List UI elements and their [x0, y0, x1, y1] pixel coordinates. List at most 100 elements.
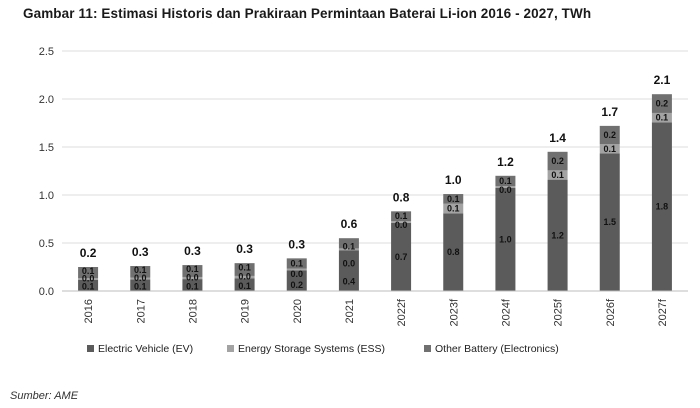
bar-segment-ess [78, 278, 99, 280]
bar-segment-ev [78, 279, 99, 291]
x-tick-label: 2025f [553, 298, 565, 326]
total-label: 0.8 [393, 190, 410, 204]
bar-segment-ev [391, 222, 412, 291]
segment-label-ess: 0.1 [447, 204, 460, 214]
segment-label-ess: 0.0 [343, 259, 356, 269]
x-tick-label: 2022f [396, 298, 408, 326]
bar-segment-ess [234, 275, 255, 279]
segment-label-ev: 0.8 [447, 247, 460, 257]
x-tick-label: 2024f [500, 298, 512, 326]
bar-segment-ess [286, 268, 307, 271]
source-note: Sumber: AME [10, 390, 79, 402]
bar-segment-ev [651, 122, 672, 291]
segment-label-ev: 1.5 [603, 217, 616, 227]
total-label: 1.2 [497, 155, 514, 169]
bar-segment-ev [338, 250, 359, 291]
x-axis: 2016 2017 2018 2019 2020 2021 2022f 2023f 2024f 2… [62, 290, 688, 327]
x-tick-label: 2016 [83, 299, 95, 323]
legend: Electric Vehicle (EV) Energy Storage Syst… [87, 343, 559, 355]
segment-label-other: 0.1 [238, 263, 251, 273]
bar-segment-ess [547, 170, 568, 180]
bar-segment-ev [599, 153, 620, 291]
bar-segment-ess [391, 221, 412, 223]
bar-segment-ev [234, 278, 255, 291]
x-tick-label: 2017 [135, 299, 147, 323]
bar-segment-other [182, 265, 203, 277]
legend-swatch [87, 345, 94, 352]
total-label: 0.3 [288, 237, 305, 251]
y-tick-label: 1.5 [39, 142, 54, 154]
segment-label-other: 0.1 [134, 265, 147, 275]
segment-label-ev: 0.1 [238, 281, 251, 291]
bar-segment-ess [130, 277, 151, 280]
legend-label: Electric Vehicle (EV) [98, 343, 193, 355]
segment-label-ess: 0.1 [656, 113, 669, 123]
x-tick-label: 2027f [657, 298, 669, 326]
bar-segment-ev [495, 187, 516, 291]
x-tick-label: 2021 [344, 299, 356, 323]
segment-label-other: 0.2 [656, 99, 669, 109]
segment-label-ev: 0.1 [82, 282, 95, 292]
segment-label-ess: 0.0 [238, 272, 251, 282]
total-label: 1.0 [445, 173, 462, 187]
segment-label-ev: 0.7 [395, 252, 408, 262]
legend-swatch [424, 345, 431, 352]
total-label: 0.3 [236, 242, 253, 256]
y-tick-label: 2.5 [39, 46, 54, 58]
total-label: 1.7 [601, 105, 618, 119]
segment-label-ev: 1.8 [656, 202, 669, 212]
bar-segment-other [78, 267, 99, 279]
segment-label-other: 0.1 [447, 194, 460, 204]
segment-label-ess: 0.0 [82, 274, 95, 284]
total-label: 2.1 [654, 73, 671, 87]
x-tick-label: 2019 [240, 299, 252, 323]
bar-segment-ev [547, 179, 568, 291]
segment-label-ev: 1.2 [551, 230, 564, 240]
y-axis: 0.0 0.5 1.0 1.5 2.0 2.5 [39, 46, 54, 298]
segment-label-ev: 0.2 [290, 280, 303, 290]
bar-segment-ess [599, 144, 620, 154]
segment-label-other: 0.1 [343, 242, 356, 252]
bar-segment-other [286, 258, 307, 269]
chart-title: Gambar 11: Estimasi Historis dan Prakira… [23, 6, 592, 21]
segment-label-other: 0.1 [186, 264, 199, 274]
bar-segment-other [234, 263, 255, 276]
segment-label-ess: 0.1 [603, 144, 616, 154]
segment-label-other: 0.1 [499, 176, 512, 186]
bars: 0.10.00.10.20.10.00.10.30.10.00.10.30.10… [78, 73, 672, 292]
segment-label-other: 0.2 [603, 130, 616, 140]
total-label: 0.2 [80, 246, 97, 260]
x-tick-label: 2018 [187, 299, 199, 323]
legend-label: Other Battery (Electronics) [435, 343, 559, 355]
total-label: 0.3 [184, 244, 201, 258]
segment-label-other: 0.1 [290, 259, 303, 269]
legend-ess: Energy Storage Systems (ESS) [227, 343, 385, 355]
bar-segment-ess [443, 203, 464, 214]
y-tick-label: 0.5 [39, 238, 54, 250]
bar-segment-other [547, 151, 568, 171]
bar-segment-ev [443, 213, 464, 291]
segment-label-other: 0.2 [551, 156, 564, 166]
total-label: 1.4 [549, 131, 566, 145]
total-label: 0.3 [132, 245, 149, 259]
x-tick-label: 2020 [292, 299, 304, 323]
bar-segment-ess [182, 276, 203, 280]
segment-label-ess: 0.0 [499, 185, 512, 195]
segment-label-other: 0.1 [82, 266, 95, 276]
bar-segment-ess [495, 186, 516, 188]
legend-label: Energy Storage Systems (ESS) [238, 343, 385, 355]
bar-segment-ess [651, 112, 672, 123]
x-tick-label: 2023f [448, 298, 460, 326]
total-label: 0.6 [341, 217, 358, 231]
segment-label-ev: 0.4 [343, 276, 356, 286]
y-tick-label: 2.0 [39, 94, 54, 106]
stacked-bar-chart: 0.00.51.01.52.02.5 0.10.00.10.20.10.00.1… [39, 46, 688, 355]
segment-label-ev: 0.1 [186, 281, 199, 291]
x-tick-label: 2026f [605, 298, 617, 326]
bar-segment-other [443, 194, 464, 204]
y-tick-label: 1.0 [39, 190, 54, 202]
segment-label-ess: 0.0 [186, 273, 199, 283]
y-tick-label: 0.0 [39, 286, 54, 298]
bar-segment-other [391, 211, 412, 222]
segment-label-ev: 1.0 [499, 234, 512, 244]
